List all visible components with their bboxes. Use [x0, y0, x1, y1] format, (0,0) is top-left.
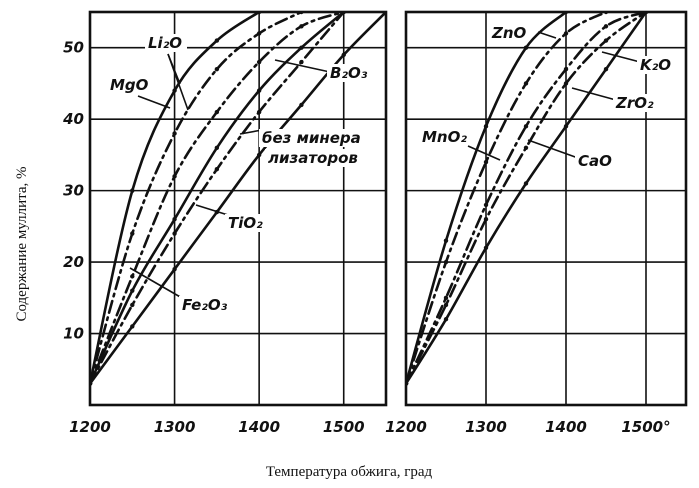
annotation-leader: [138, 96, 170, 108]
data-point: [444, 317, 448, 321]
data-point: [444, 238, 448, 242]
x-tick-label: 1400: [545, 418, 587, 436]
data-point: [342, 53, 346, 57]
annotation-leader: [602, 52, 640, 62]
series-annotation: CaO: [578, 152, 612, 170]
series-annotation: Li₂O: [148, 34, 182, 52]
data-point: [130, 231, 134, 235]
data-point: [257, 31, 261, 35]
x-axis-label: Температура обжига, град: [266, 464, 433, 480]
data-point: [215, 38, 219, 42]
series-annotation: ZnO: [491, 24, 527, 42]
data-point: [484, 217, 488, 221]
annotation-leader: [196, 205, 228, 215]
data-point: [257, 60, 261, 64]
y-tick-label: 20: [63, 253, 84, 271]
data-point: [257, 153, 261, 157]
series-annotation: Fe₂O₃: [182, 296, 228, 314]
data-point: [444, 260, 448, 264]
data-point: [524, 81, 528, 85]
data-point: [172, 131, 176, 135]
data-point: [215, 146, 219, 150]
y-tick-label: 40: [62, 110, 84, 128]
x-tick-label: 1500°: [621, 418, 670, 436]
series-group: [404, 10, 648, 386]
data-point: [257, 88, 261, 92]
data-point: [524, 181, 528, 185]
data-point: [484, 246, 488, 250]
y-tick-label: 10: [63, 325, 84, 343]
series-annotation: ZrO₂: [615, 94, 654, 112]
series-annotation: MnO₂: [422, 128, 467, 146]
series-annotation: K₂O: [640, 56, 671, 74]
data-point: [564, 67, 568, 71]
x-tick-label: 1400: [238, 418, 280, 436]
data-point: [215, 110, 219, 114]
series-annotation: без минера: [262, 129, 361, 147]
series-annotation: MgO: [110, 76, 149, 94]
data-point: [172, 174, 176, 178]
series-line: [90, 12, 301, 384]
data-point: [564, 81, 568, 85]
y-tick-label: 30: [63, 182, 84, 200]
data-point: [604, 24, 608, 28]
x-tick-label: 1300: [465, 418, 507, 436]
data-point: [172, 231, 176, 235]
data-point: [444, 303, 448, 307]
data-point: [524, 146, 528, 150]
data-point: [604, 38, 608, 42]
data-point: [172, 88, 176, 92]
annotation-leader: [538, 32, 556, 38]
y-tick-label: 50: [63, 39, 84, 57]
data-point: [604, 67, 608, 71]
series-annotation: лизаторов: [268, 149, 358, 167]
series-line: [406, 12, 646, 384]
x-tick-label: 1200: [385, 418, 427, 436]
data-point: [130, 288, 134, 292]
data-point: [172, 267, 176, 271]
x-tick-label: 1200: [69, 418, 111, 436]
annotation-leader: [168, 54, 188, 110]
data-point: [215, 167, 219, 171]
data-point: [299, 46, 303, 50]
data-point: [172, 217, 176, 221]
data-point: [299, 60, 303, 64]
series-annotation: TiO₂: [228, 214, 263, 232]
y-axis-label: Содержание муллита, %: [14, 166, 30, 321]
data-point: [215, 67, 219, 71]
data-point: [564, 124, 568, 128]
data-point: [130, 303, 134, 307]
data-point: [524, 124, 528, 128]
data-point: [130, 274, 134, 278]
data-point: [484, 203, 488, 207]
data-point: [564, 31, 568, 35]
data-point: [484, 160, 488, 164]
series-line: [406, 12, 606, 384]
data-point: [484, 124, 488, 128]
series-annotation: B₂O₃: [330, 64, 368, 82]
annotation-leader: [572, 88, 616, 100]
data-point: [299, 103, 303, 107]
right-chart: 1200 1300 1400 1500° ZnO K₂O ZrO₂ MnO₂ CaO: [385, 10, 686, 436]
data-point: [130, 188, 134, 192]
data-point: [299, 24, 303, 28]
data-point: [130, 324, 134, 328]
data-point: [444, 296, 448, 300]
data-point: [524, 46, 528, 50]
x-tick-label: 1300: [154, 418, 196, 436]
left-chart: 1200 1300 1400 1500 10 20 30 40 50 Li₂O MgO B₂O₃ без…: [62, 10, 388, 436]
x-tick-label: 1500: [323, 418, 365, 436]
data-point: [257, 110, 261, 114]
